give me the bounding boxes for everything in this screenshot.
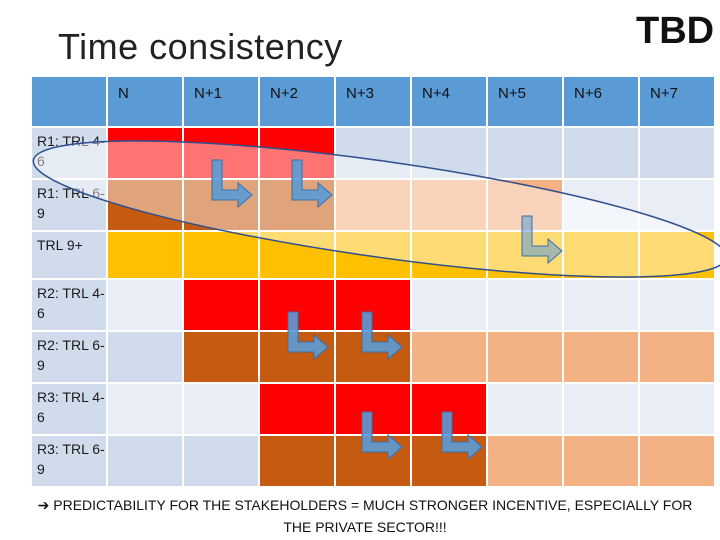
timeline-cell [336,332,410,382]
row-label: R2: TRL 6-9 [32,332,106,382]
timeline-cell [108,384,182,434]
footer-text: PREDICTABILITY FOR THE STAKEHOLDERS = MU… [53,497,693,535]
column-header-n-3: N+3 [336,77,410,126]
timeline-cell [640,384,714,434]
timeline-cell [184,332,258,382]
column-header-n: N [108,77,182,126]
timeline-cell [260,384,334,434]
timeline-cell [336,232,410,278]
timeline-cell [412,384,486,434]
timeline-cell [640,128,714,178]
timeline-cell [108,280,182,330]
timeline-cell [260,128,334,178]
column-header-n-6: N+6 [564,77,638,126]
row-label: TRL 9+ [32,232,106,278]
timeline-cell [184,384,258,434]
arrow-right-icon: ➔ [37,497,50,513]
timeline-cell [564,436,638,486]
timeline-cell [336,128,410,178]
timeline-cell [412,332,486,382]
row-label: R3: TRL 4-6 [32,384,106,434]
tbd-label: TBD [636,10,715,52]
timeline-cell [564,232,638,278]
timeline-cell [412,232,486,278]
timeline-cell [336,180,410,230]
column-header-n-4: N+4 [412,77,486,126]
timeline-cell [336,436,410,486]
column-header-n-5: N+5 [488,77,562,126]
slide-title: Time consistency [58,26,343,67]
timeline-cell [108,232,182,278]
column-header-n-2: N+2 [260,77,334,126]
timeline-cell [412,436,486,486]
timeline-cell [108,436,182,486]
timeline-cell [564,384,638,434]
timeline-cell [412,180,486,230]
timeline-cell [640,436,714,486]
timeline-cell [260,332,334,382]
timeline-cell [336,280,410,330]
timeline-cell [564,280,638,330]
row-label: R2: TRL 4-6 [32,280,106,330]
timeline-cell [640,180,714,230]
timeline-cell [260,280,334,330]
row-label: R3: TRL 6-9 [32,436,106,486]
timeline-cell [488,384,562,434]
timeline-cell [640,232,714,278]
timeline-cell [412,128,486,178]
footer-note: ➔ PREDICTABILITY FOR THE STAKEHOLDERS = … [30,494,700,538]
timeline-cell [184,128,258,178]
column-header-n-1: N+1 [184,77,258,126]
timeline-cell [260,232,334,278]
timeline-cell [184,280,258,330]
timeline-cell [108,180,182,230]
timeline-cell [108,128,182,178]
timeline-cell [488,280,562,330]
timeline-cell [184,180,258,230]
timeline-cell [108,332,182,382]
timeline-cell [260,180,334,230]
timeline-table: N N+1 N+2 N+3 N+4 N+5 N+6 N+7 R1: TRL 4-6 R1: TRL… [32,77,714,486]
timeline-cell [260,436,334,486]
timeline-cell [564,128,638,178]
timeline-cell [412,280,486,330]
header-corner [32,77,106,126]
row-label: R1: TRL 6-9 [32,180,106,230]
column-header-n-7: N+7 [640,77,714,126]
timeline-cell [184,232,258,278]
timeline-cell [640,332,714,382]
timeline-cell [488,436,562,486]
row-label: R1: TRL 4-6 [32,128,106,178]
timeline-cell [488,232,562,278]
timeline-cell [488,180,562,230]
timeline-cell [488,332,562,382]
timeline-cell [564,332,638,382]
timeline-cell [488,128,562,178]
timeline-cell [184,436,258,486]
timeline-cell [564,180,638,230]
timeline-cell [336,384,410,434]
timeline-cell [640,280,714,330]
